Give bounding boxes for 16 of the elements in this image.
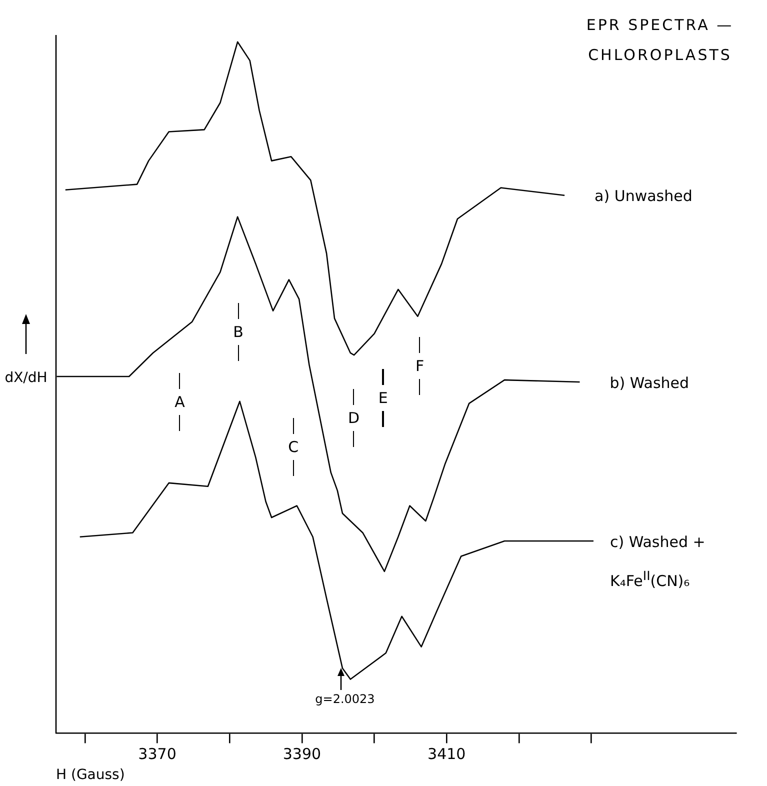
x-axis-title: H (Gauss)	[56, 767, 125, 784]
annotation: E	[378, 388, 388, 409]
annotation: B	[233, 322, 244, 343]
x-tick-label: 3370	[138, 745, 176, 764]
y-axis-title: dX/dH	[4, 370, 48, 386]
annotation: g=2.0023	[315, 691, 375, 708]
text: a) Unwashed	[594, 186, 694, 208]
chart-title: EPR SPECTRA — CHLOROPLASTS	[585, 15, 735, 66]
annotation: F	[415, 356, 424, 378]
text: c) Washed + K₄Fe$^{II}$(CN)₆	[610, 533, 706, 590]
x-tick-label: 3410	[428, 745, 466, 764]
annotation: D	[348, 408, 360, 430]
text: b) Washed	[610, 373, 690, 394]
annotation: C	[288, 436, 299, 458]
x-tick-label: 3390	[282, 745, 322, 764]
annotation: A	[174, 392, 185, 414]
